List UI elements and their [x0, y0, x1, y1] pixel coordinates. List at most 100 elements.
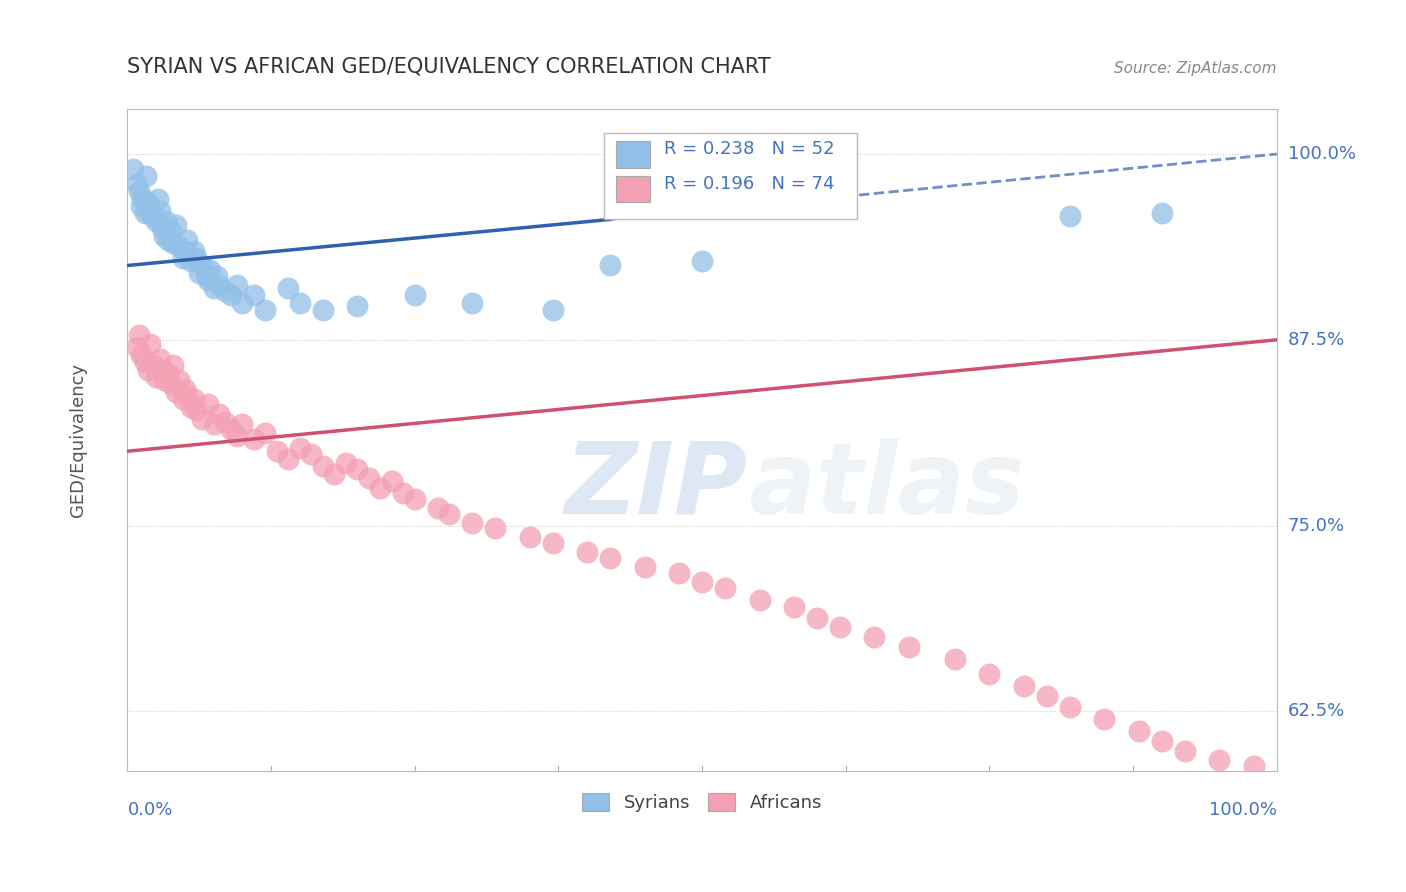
Point [1174, 744, 1197, 758]
Point [1243, 759, 1265, 773]
Point [312, 459, 335, 474]
Point [288, 295, 311, 310]
Point [129, 199, 152, 213]
Text: 100.0%: 100.0% [1209, 801, 1277, 819]
Point [162, 358, 184, 372]
FancyBboxPatch shape [605, 133, 858, 219]
Point [136, 362, 159, 376]
Point [225, 429, 247, 443]
Point [142, 358, 165, 372]
Point [863, 630, 886, 644]
Point [806, 610, 828, 624]
Point [783, 600, 806, 615]
Point [541, 536, 564, 550]
Point [197, 273, 219, 287]
Point [139, 206, 162, 220]
Point [219, 288, 242, 302]
Point [288, 442, 311, 456]
Point [148, 203, 170, 218]
Point [599, 259, 621, 273]
Point [668, 566, 690, 580]
Point [243, 433, 266, 447]
Point [346, 462, 368, 476]
Point [404, 288, 426, 302]
Text: 100.0%: 100.0% [1288, 145, 1355, 163]
Point [254, 303, 277, 318]
Point [1150, 206, 1173, 220]
Point [128, 328, 150, 343]
Point [128, 184, 150, 198]
Point [243, 288, 266, 302]
Point [148, 192, 170, 206]
Point [599, 551, 621, 566]
Point [183, 392, 205, 407]
Point [231, 295, 253, 310]
Point [219, 422, 242, 436]
Point [172, 251, 194, 265]
Point [167, 373, 190, 387]
Point [404, 491, 426, 506]
Point [162, 236, 184, 251]
Point [191, 259, 214, 273]
Text: R = 0.196   N = 74: R = 0.196 N = 74 [664, 175, 835, 194]
Point [357, 471, 380, 485]
Point [148, 352, 170, 367]
Point [122, 161, 145, 176]
Point [145, 370, 167, 384]
Point [576, 545, 599, 559]
FancyBboxPatch shape [616, 141, 651, 168]
Point [156, 233, 179, 247]
Point [197, 397, 219, 411]
Point [392, 486, 415, 500]
Point [153, 228, 176, 243]
Point [131, 192, 153, 206]
Point [437, 507, 460, 521]
Text: atlas: atlas [748, 438, 1025, 535]
Point [323, 467, 346, 481]
Point [484, 521, 506, 535]
Text: 62.5%: 62.5% [1288, 702, 1346, 720]
Point [1059, 210, 1081, 224]
Point [1036, 690, 1059, 704]
Point [426, 500, 449, 515]
Point [153, 373, 176, 387]
Point [368, 482, 391, 496]
Point [183, 244, 205, 258]
Point [714, 581, 737, 595]
Point [125, 177, 148, 191]
Point [979, 667, 1001, 681]
Point [1059, 699, 1081, 714]
Point [194, 268, 217, 283]
Point [165, 219, 187, 233]
Point [160, 224, 183, 238]
Text: 75.0%: 75.0% [1288, 516, 1346, 534]
FancyBboxPatch shape [616, 176, 651, 202]
Point [266, 444, 288, 458]
Point [187, 266, 209, 280]
Point [541, 303, 564, 318]
Point [173, 244, 195, 258]
Point [180, 400, 202, 414]
Point [186, 251, 208, 265]
Text: SYRIAN VS AFRICAN GED/EQUIVALENCY CORRELATION CHART: SYRIAN VS AFRICAN GED/EQUIVALENCY CORREL… [128, 56, 770, 77]
Legend: Syrians, Africans: Syrians, Africans [574, 784, 831, 822]
Text: GED/Equivalency: GED/Equivalency [69, 363, 87, 517]
Point [156, 367, 179, 381]
Point [208, 407, 231, 421]
Point [160, 377, 183, 392]
Point [139, 337, 162, 351]
Point [150, 221, 173, 235]
Point [225, 277, 247, 292]
Point [135, 169, 157, 184]
Point [214, 284, 236, 298]
Point [186, 402, 208, 417]
Point [176, 388, 198, 402]
Point [172, 392, 194, 407]
Point [1150, 734, 1173, 748]
Point [150, 362, 173, 376]
Point [1012, 679, 1035, 693]
Point [277, 281, 299, 295]
Point [1092, 712, 1115, 726]
Point [125, 340, 148, 354]
Point [519, 530, 541, 544]
